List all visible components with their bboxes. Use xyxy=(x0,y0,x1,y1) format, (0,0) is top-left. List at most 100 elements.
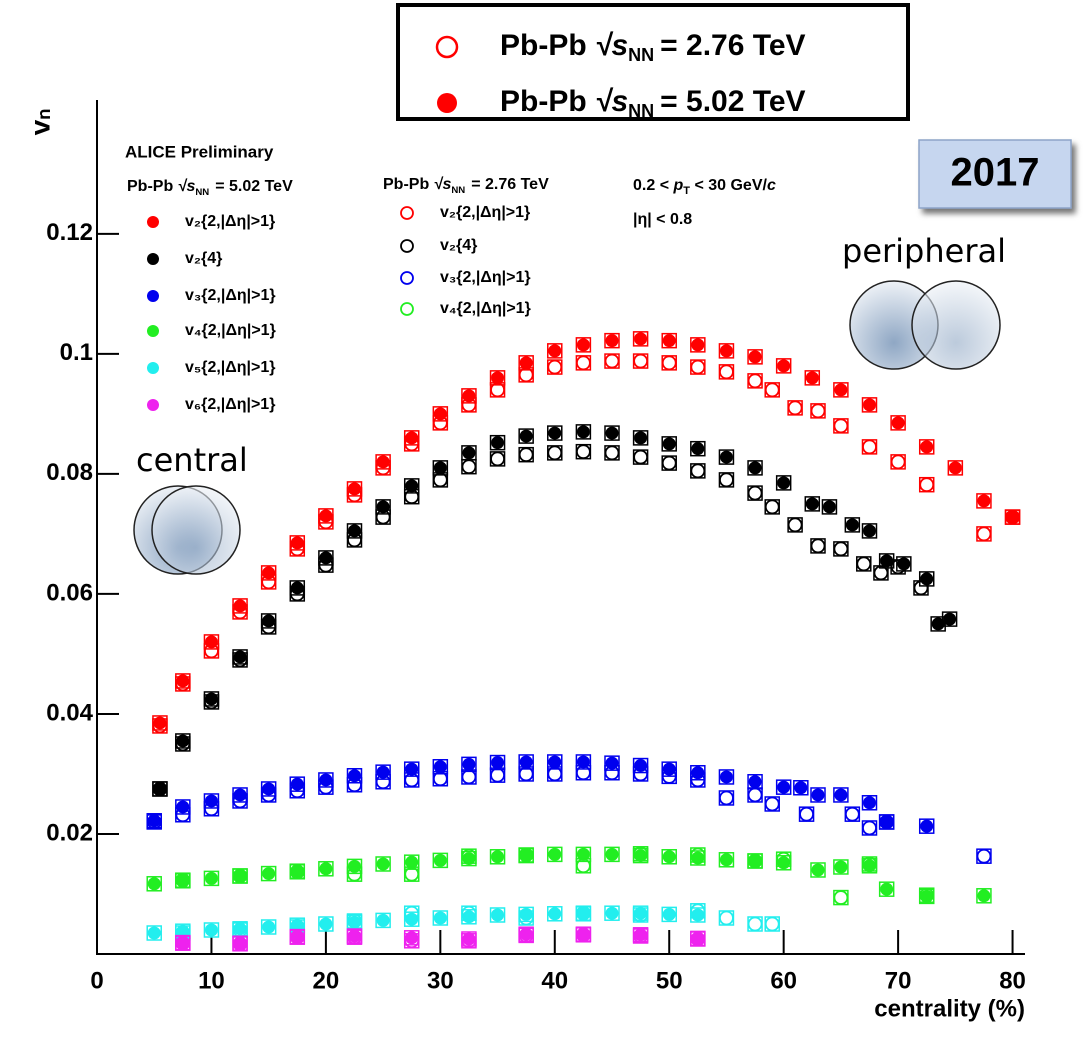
y-tick-label: 0.08 xyxy=(46,459,93,486)
marker xyxy=(977,850,990,863)
marker xyxy=(319,917,332,930)
marker xyxy=(812,404,825,417)
marker xyxy=(147,216,159,228)
marker xyxy=(462,770,475,783)
marker xyxy=(892,416,905,429)
legend-label: v₄{2,|Δη|>1} xyxy=(440,300,531,317)
marker xyxy=(880,883,893,896)
peripheral-icon xyxy=(850,281,1000,369)
text-part: < 30 GeV/ xyxy=(694,177,767,194)
year-label: 2017 xyxy=(951,151,1040,195)
marker xyxy=(812,863,825,876)
marker xyxy=(548,848,561,861)
x-axis-label: centrality (%) xyxy=(874,995,1025,1022)
text-part: c xyxy=(767,177,776,194)
marker xyxy=(720,451,733,464)
marker xyxy=(749,487,762,500)
x-tick-label: 60 xyxy=(770,967,797,994)
legend-label: v₅{2,|Δη|>1} xyxy=(185,359,276,376)
marker xyxy=(834,788,847,801)
marker xyxy=(691,464,704,477)
marker xyxy=(834,383,847,396)
marker xyxy=(462,758,475,771)
text-part: NN xyxy=(195,186,209,197)
marker xyxy=(920,440,933,453)
marker xyxy=(806,371,819,384)
marker xyxy=(401,272,413,284)
marker xyxy=(606,446,619,459)
marker xyxy=(262,920,275,933)
marker xyxy=(205,923,218,936)
marker xyxy=(720,911,733,924)
marker xyxy=(766,797,779,810)
marker xyxy=(863,398,876,411)
nucleus xyxy=(152,486,240,574)
marker xyxy=(491,850,504,863)
marker xyxy=(863,796,876,809)
marker xyxy=(319,862,332,875)
marker xyxy=(606,334,619,347)
points xyxy=(147,332,1019,951)
y-tick-label: 0.02 xyxy=(46,819,93,846)
marker xyxy=(491,436,504,449)
marker xyxy=(691,338,704,351)
marker xyxy=(147,325,159,337)
text-part: = 5.02 TeV xyxy=(215,178,293,195)
marker xyxy=(863,524,876,537)
marker xyxy=(749,461,762,474)
marker xyxy=(577,425,590,438)
marker xyxy=(812,788,825,801)
text-part: Pb-Pb xyxy=(500,29,587,62)
nucleus xyxy=(912,281,1000,369)
marker xyxy=(691,442,704,455)
x-tick-label: 50 xyxy=(656,967,683,994)
marker xyxy=(663,437,676,450)
energy-label: Pb-Pb √sNN= 5.02 TeV xyxy=(127,178,293,197)
energy-label: Pb-Pb √sNN= 2.76 TeV xyxy=(383,176,549,195)
x-tick-label: 10 xyxy=(198,967,225,994)
marker xyxy=(777,476,790,489)
eta-cut: |η| < 0.8 xyxy=(633,211,692,228)
legend-label: v₃{2,|Δη|>1} xyxy=(185,287,276,304)
marker xyxy=(262,867,275,880)
central-icon xyxy=(134,486,240,574)
marker xyxy=(812,539,825,552)
legend-label: v₂{2,|Δη|>1} xyxy=(185,213,275,230)
marker xyxy=(834,860,847,873)
marker xyxy=(205,872,218,885)
chart: 0.020.040.060.080.10.1201020304050607080… xyxy=(0,0,1084,1039)
marker xyxy=(920,478,933,491)
marker xyxy=(720,853,733,866)
marker xyxy=(663,457,676,470)
marker xyxy=(577,356,590,369)
marker xyxy=(806,497,819,510)
y-tick-label: 0.06 xyxy=(46,579,93,606)
marker xyxy=(777,359,790,372)
legend-label: v₂{4} xyxy=(440,237,477,254)
marker xyxy=(749,374,762,387)
marker xyxy=(943,613,956,626)
marker xyxy=(548,907,561,920)
text-part: NN xyxy=(628,101,654,121)
marker xyxy=(377,857,390,870)
experiment-label: ALICE Preliminary xyxy=(125,142,274,161)
marker xyxy=(606,355,619,368)
y-axis-label: vₙ xyxy=(24,109,55,136)
marker xyxy=(147,253,159,265)
marker xyxy=(401,240,413,252)
text-part: = 2.76 TeV xyxy=(660,29,805,62)
marker xyxy=(720,770,733,783)
text-part: √s xyxy=(178,178,196,195)
marker xyxy=(348,860,361,873)
marker xyxy=(977,889,990,902)
marker xyxy=(663,334,676,347)
marker xyxy=(977,494,990,507)
legend-label: v₂{2,|Δη|>1} xyxy=(440,204,530,221)
marker xyxy=(577,445,590,458)
marker xyxy=(823,500,836,513)
marker xyxy=(491,769,504,782)
text-part: Pb-Pb xyxy=(383,176,429,193)
marker xyxy=(794,781,807,794)
x-tick-label: 70 xyxy=(885,967,912,994)
y-tick-label: 0.12 xyxy=(46,219,93,246)
